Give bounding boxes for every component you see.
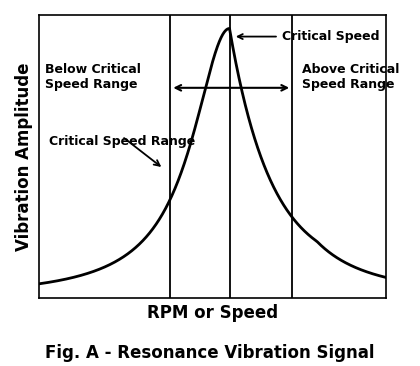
Text: Above Critical
Speed Range: Above Critical Speed Range (302, 63, 400, 91)
X-axis label: RPM or Speed: RPM or Speed (147, 304, 278, 322)
Text: Critical Speed Range: Critical Speed Range (49, 135, 195, 148)
Text: Below Critical
Speed Range: Below Critical Speed Range (45, 63, 142, 91)
Text: Critical Speed: Critical Speed (238, 30, 379, 43)
Y-axis label: Vibration Amplitude: Vibration Amplitude (15, 62, 33, 251)
Text: Fig. A - Resonance Vibration Signal: Fig. A - Resonance Vibration Signal (45, 344, 375, 362)
